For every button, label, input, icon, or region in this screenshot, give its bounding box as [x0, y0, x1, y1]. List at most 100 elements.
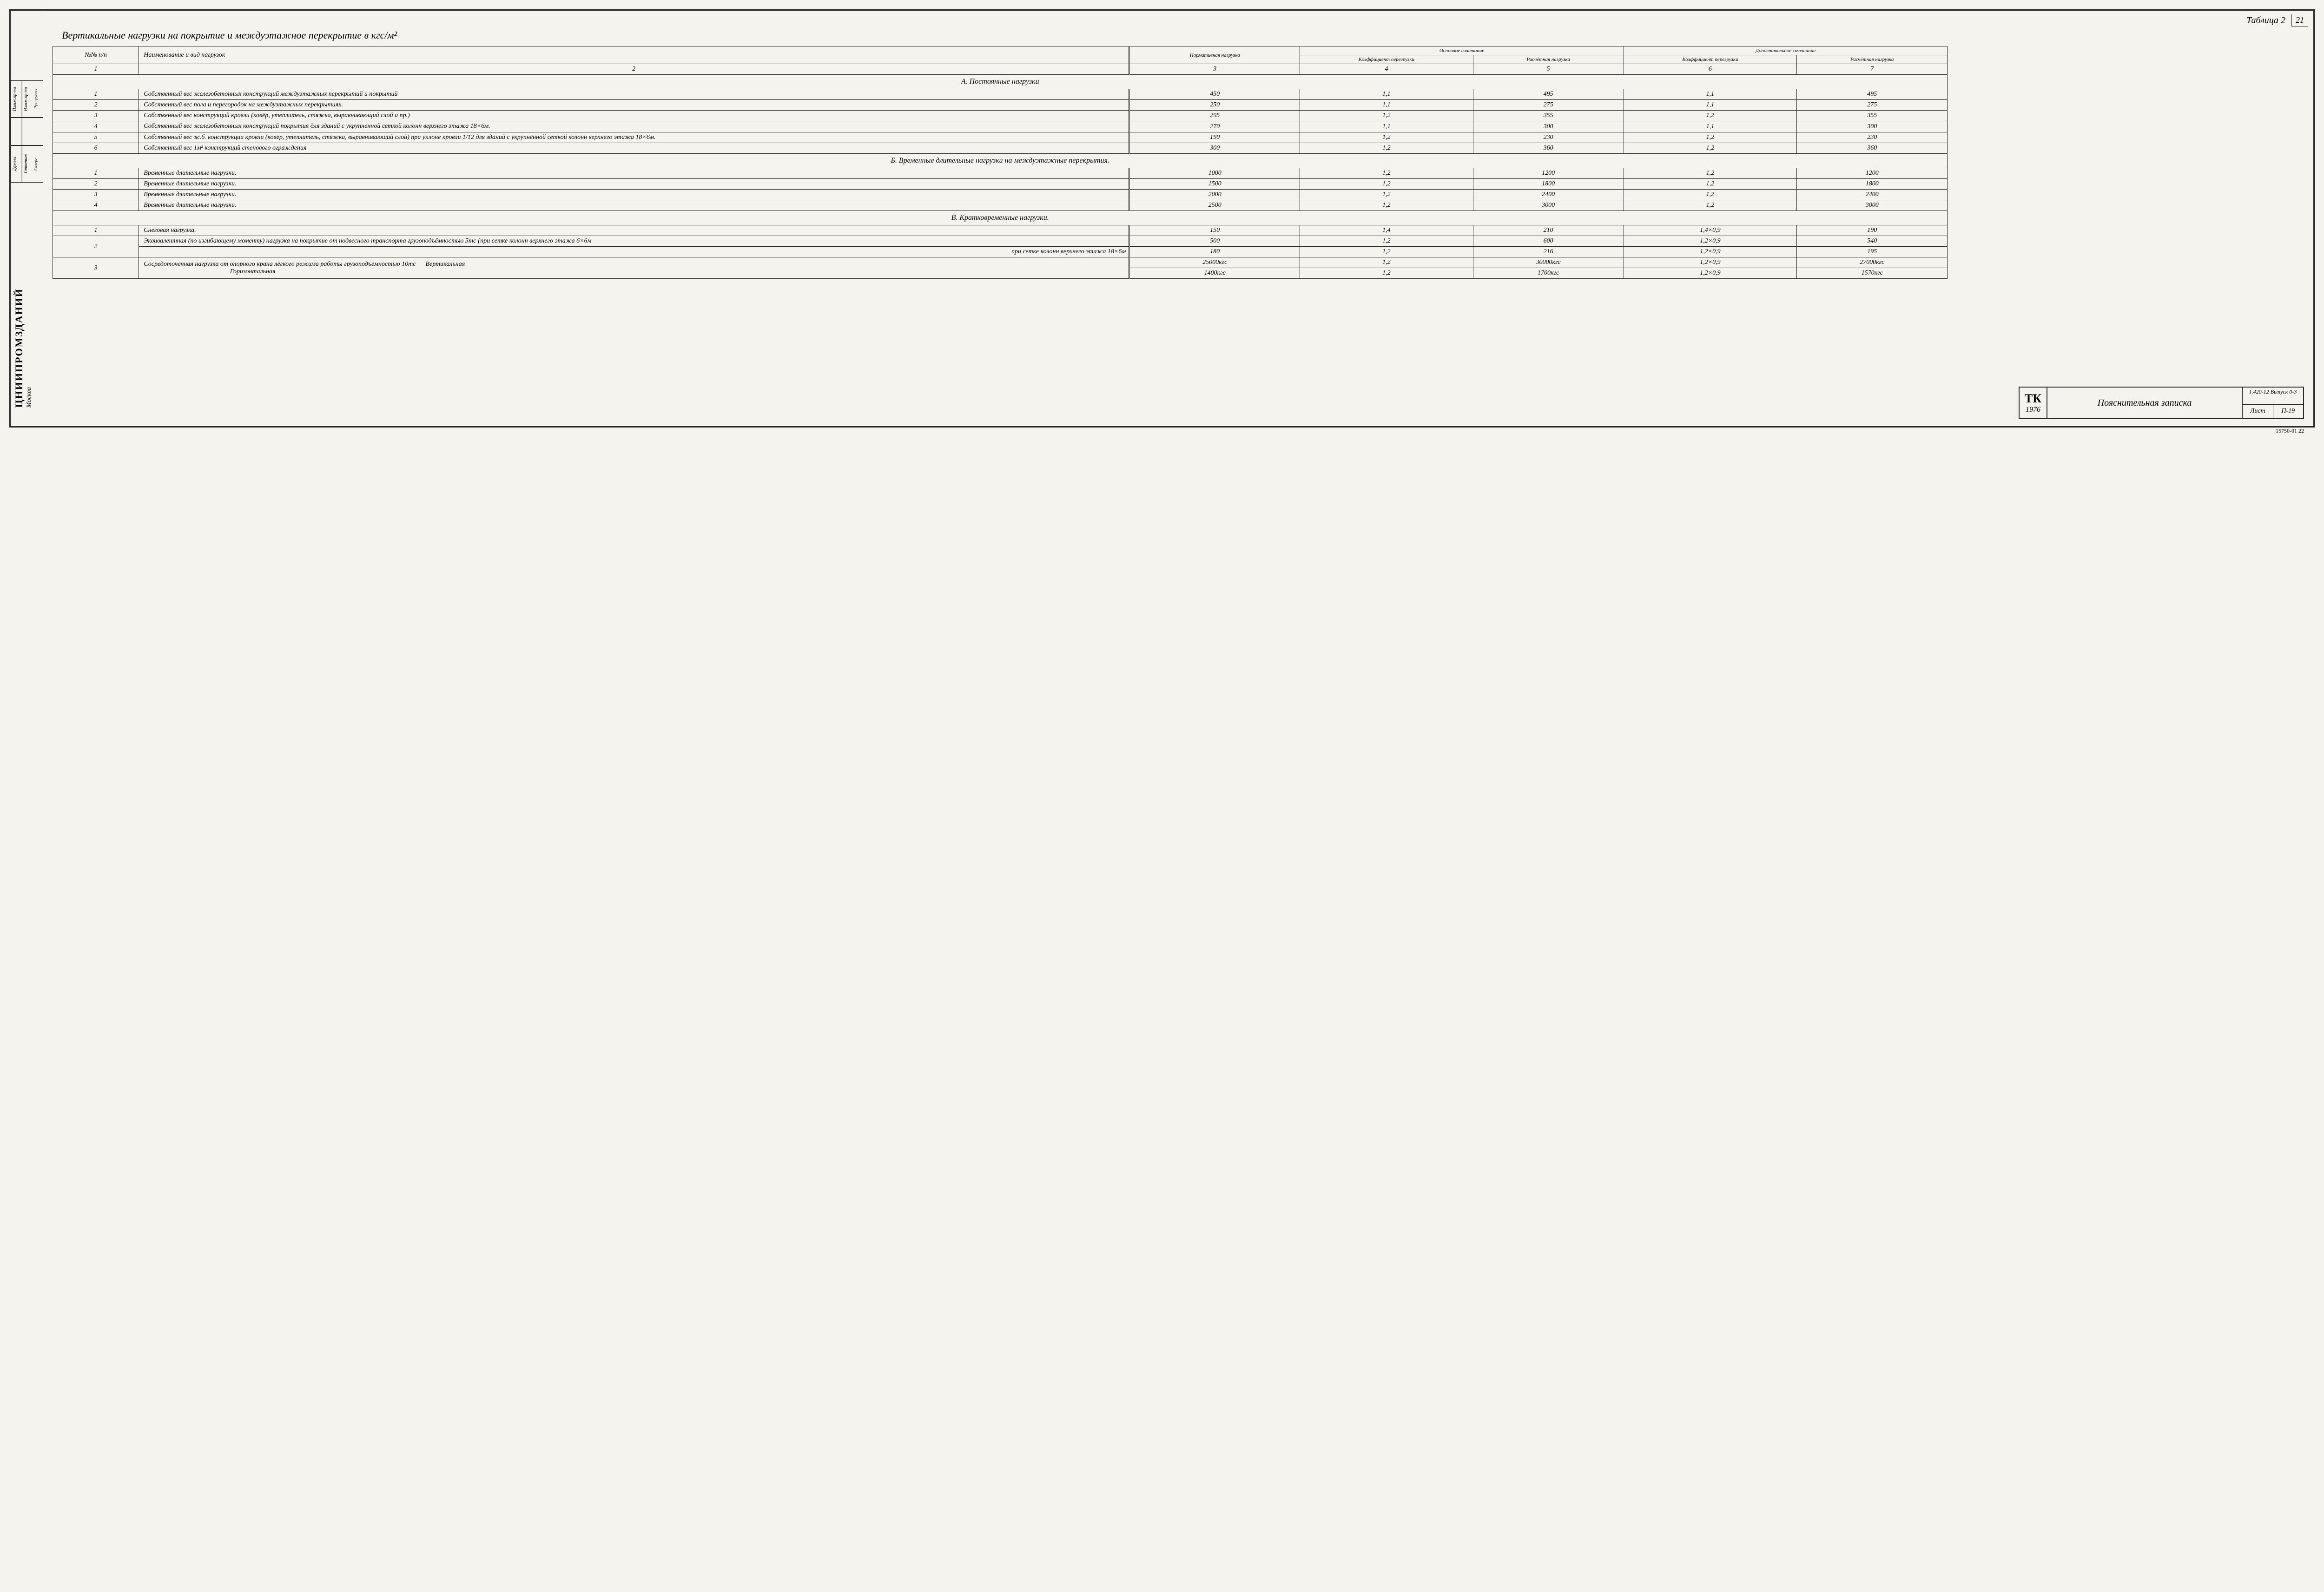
tk-box: ТК 1976	[2020, 388, 2047, 418]
row-val: 1,2	[1624, 189, 1796, 200]
name-1: Дурнева	[11, 146, 22, 182]
row-num: 6	[53, 143, 139, 153]
loads-table: №№ п/п Наименование и вид нагрузок Норма…	[53, 46, 1948, 279]
section-header: А. Постоянные нагрузки	[53, 75, 1948, 89]
row-val: 210	[1473, 225, 1624, 236]
row-name: Собственный вес железобетонных конструкц…	[139, 89, 1129, 100]
row-name: Собственный вес конструкций кровли (ковё…	[139, 111, 1129, 121]
row-val: 360	[1797, 143, 1948, 153]
cn-7: 7	[1797, 64, 1948, 75]
table-row: 3 Сосредоточенная нагрузка от опорного к…	[53, 257, 1948, 268]
row-val: 1,4×0,9	[1624, 225, 1796, 236]
row-val: 450	[1129, 89, 1300, 100]
row-val: 250	[1129, 100, 1300, 111]
row-name: Временные длительные нагрузки.	[139, 200, 1129, 211]
role-2: Н.инж.пр-та	[22, 81, 33, 117]
row-val: 275	[1797, 100, 1948, 111]
row-val: 1,2	[1300, 111, 1473, 121]
row-name: Собственный вес пола и перегородок на ме…	[139, 100, 1129, 111]
row-val: 495	[1473, 89, 1624, 100]
row-val: 275	[1473, 100, 1624, 111]
th-main: Основное сочетание	[1300, 46, 1624, 55]
th-calc1: Расчётная нагрузка	[1473, 55, 1624, 64]
row-name: Собственный вес ж.б. конструкции кровли …	[139, 132, 1129, 143]
name-2: Гоптенков	[22, 146, 33, 182]
table-row: 4 Временные длительные нагрузки. 2500 1,…	[53, 200, 1948, 211]
row-val: 1,2	[1624, 132, 1796, 143]
row-val: 2500	[1129, 200, 1300, 211]
table-row: 1 Снеговая нагрузка. 150 1,4 210 1,4×0,9…	[53, 225, 1948, 236]
row-val: 1,2	[1300, 200, 1473, 211]
row-val: 2000	[1129, 189, 1300, 200]
row-val: 300	[1129, 143, 1300, 153]
row-val: 1200	[1473, 168, 1624, 178]
row-val: 1,2	[1624, 200, 1796, 211]
row-name: Собственный вес железобетонных конструкц…	[139, 121, 1129, 132]
name-3: Склере	[33, 146, 43, 182]
sig-2	[22, 118, 33, 145]
row-val: 1,2	[1624, 178, 1796, 189]
sheet-label: Лист	[2243, 405, 2273, 419]
row-val: 230	[1797, 132, 1948, 143]
row-val: 1800	[1797, 178, 1948, 189]
row-val: 150	[1129, 225, 1300, 236]
row-name: Временные длительные нагрузки.	[139, 178, 1129, 189]
sig-3	[33, 118, 43, 145]
th-name: Наименование и вид нагрузок	[139, 46, 1129, 64]
row-val: 2400	[1797, 189, 1948, 200]
th-norm: Нормативная нагрузка	[1129, 46, 1300, 64]
row-val: 1,1	[1624, 89, 1796, 100]
row-val: 1500	[1129, 178, 1300, 189]
row-name: Временные длительные нагрузки.	[139, 168, 1129, 178]
drawing-sheet: 21 Таблица 2 П.инж.пр-та Н.инж.пр-та Рук…	[9, 9, 2315, 428]
row-num: 2	[53, 178, 139, 189]
row-num: 3	[53, 189, 139, 200]
row-val: 1200	[1797, 168, 1948, 178]
row-name: Эквивалентная (по изгибающему моменту) н…	[139, 236, 1129, 247]
row-val: 1,1	[1624, 121, 1796, 132]
row-val: 1,2	[1300, 168, 1473, 178]
section-header: Б. Временные длительные нагрузки на межд…	[53, 153, 1948, 168]
row-val: 270	[1129, 121, 1300, 132]
cn-2: 2	[139, 64, 1129, 75]
description: Пояснительная записка	[2047, 388, 2243, 418]
row-val: 1,1	[1300, 89, 1473, 100]
table-row: 2 Временные длительные нагрузки. 1500 1,…	[53, 178, 1948, 189]
title-block: ТК 1976 Пояснительная записка 1.420-12 В…	[2019, 387, 2304, 419]
row-name: при сетке колонн верхнего этажа 18×6м	[139, 247, 1129, 257]
row-val: 355	[1797, 111, 1948, 121]
row-name: Собственный вес 1м² конструкций стеновог…	[139, 143, 1129, 153]
row-val: 355	[1473, 111, 1624, 121]
th-add: Дополнительное сочетание	[1624, 46, 1948, 55]
row-val: 1,2	[1624, 143, 1796, 153]
row-val: 1,4	[1300, 225, 1473, 236]
left-margin: П.инж.пр-та Н.инж.пр-та Рук.группы Дурне…	[11, 11, 43, 426]
th-calc2: Расчётная нагрузка	[1797, 55, 1948, 64]
row-val: 1,2	[1300, 132, 1473, 143]
row-name: Сосредоточенная нагрузка от опорного кра…	[139, 257, 1129, 279]
th-num: №№ п/п	[53, 46, 139, 64]
table-label: Таблица 2	[2246, 15, 2285, 26]
role-1: П.инж.пр-та	[11, 81, 22, 117]
page-number: 21	[2291, 14, 2308, 26]
row-val: 3000	[1797, 200, 1948, 211]
row-name: Временные длительные нагрузки.	[139, 189, 1129, 200]
row-val: 1,2	[1300, 143, 1473, 153]
row-val: 1,2	[1300, 178, 1473, 189]
table-row: 2 Эквивалентная (по изгибающему моменту)…	[53, 236, 1948, 247]
cn-4: 4	[1300, 64, 1473, 75]
row-val: 300	[1797, 121, 1948, 132]
table-row: 1 Собственный вес железобетонных констру…	[53, 89, 1948, 100]
cn-3: 3	[1129, 64, 1300, 75]
row-val: 190	[1129, 132, 1300, 143]
row-val: 360	[1473, 143, 1624, 153]
table-row: 2 Собственный вес пола и перегородок на …	[53, 100, 1948, 111]
code-box: 1.420-12 Выпуск 0-3 Лист П-19	[2243, 388, 2303, 418]
row-val: 1000	[1129, 168, 1300, 178]
row-val: 1800	[1473, 178, 1624, 189]
approval-block: П.инж.пр-та Н.инж.пр-та Рук.группы Дурне…	[11, 80, 43, 183]
table-row: 5 Собственный вес ж.б. конструкции кровл…	[53, 132, 1948, 143]
table-title: Вертикальные нагрузки на покрытие и межд…	[62, 29, 2304, 41]
row-val: 495	[1797, 89, 1948, 100]
organization-name: ЦНИИПРОМЗДАНИЙ	[13, 288, 25, 408]
